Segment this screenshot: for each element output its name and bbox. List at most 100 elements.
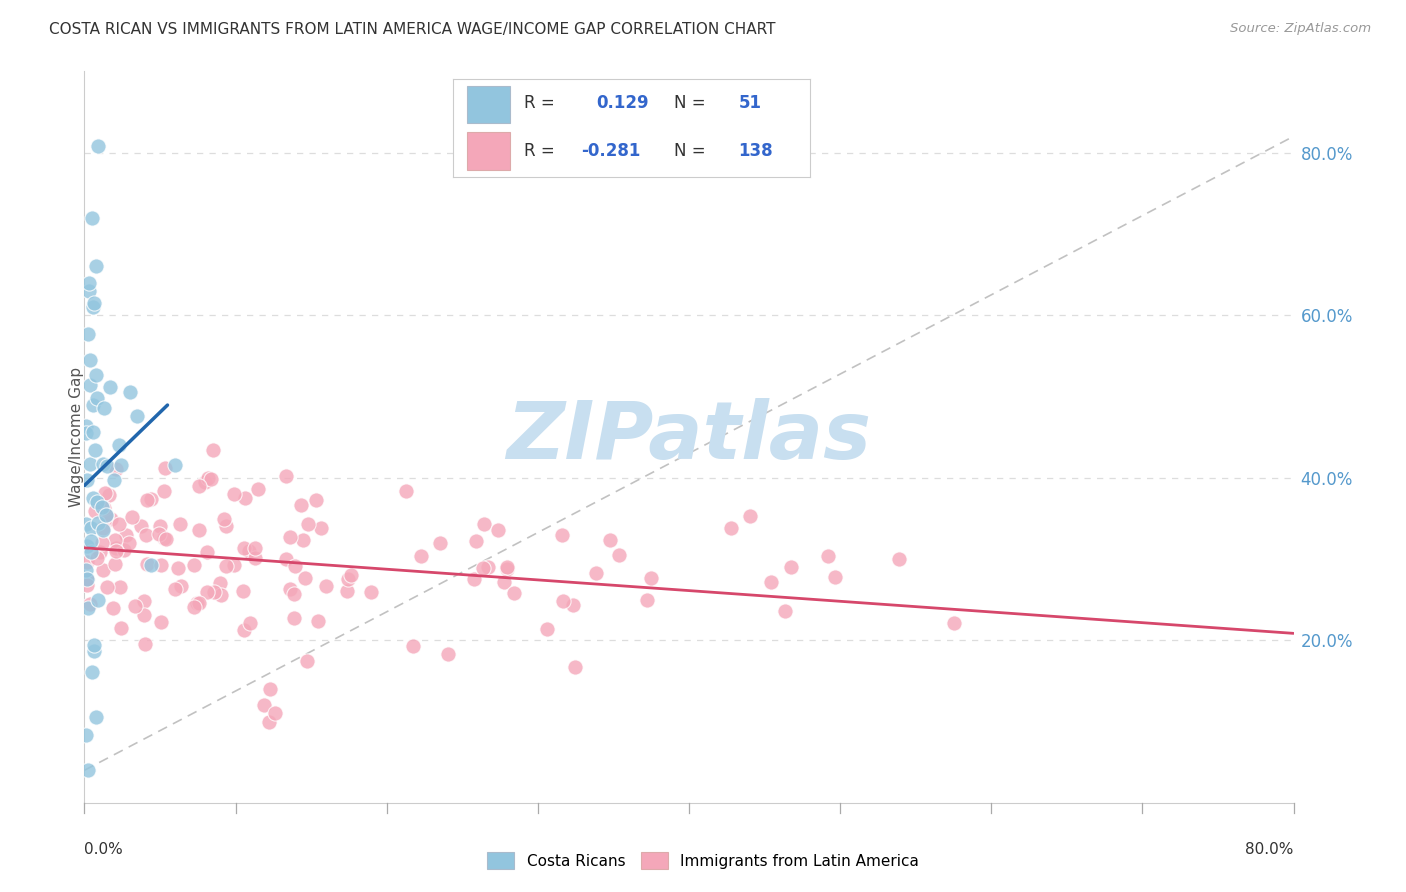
Point [79, 457, 101, 471]
Point [93, 501, 115, 516]
Point [188, 596, 211, 610]
Point [82, 398, 104, 412]
Point [110, 621, 132, 635]
Point [195, 545, 218, 559]
Point [599, 533, 621, 548]
Point [197, 471, 219, 485]
Point [96, 508, 118, 523]
Point [465, 533, 488, 548]
Point [134, 637, 156, 651]
Point [89, 545, 111, 559]
Point [336, 583, 359, 598]
Text: Source: ZipAtlas.com: Source: ZipAtlas.com [1230, 22, 1371, 36]
Point [101, 601, 124, 615]
Point [889, 551, 911, 566]
Point [165, 458, 187, 472]
Point [232, 584, 254, 599]
Point [200, 473, 222, 487]
Point [149, 558, 172, 572]
Text: 0.0%: 0.0% [84, 842, 124, 856]
Point [86, 495, 108, 509]
Point [84, 504, 107, 518]
Point [104, 533, 127, 548]
Point [187, 523, 209, 537]
Point [496, 562, 519, 576]
Point [76, 473, 98, 487]
Point [297, 517, 319, 532]
Point [239, 615, 262, 630]
Point [87, 516, 110, 531]
Point [118, 535, 141, 549]
Point [86, 551, 108, 566]
Point [91, 500, 114, 515]
Point [155, 461, 177, 475]
Point [139, 491, 162, 506]
Point [202, 585, 225, 599]
Point [93, 401, 115, 415]
Point [77, 601, 100, 615]
Point [274, 552, 297, 566]
Point [283, 611, 305, 625]
Point [411, 549, 433, 563]
Point [170, 579, 193, 593]
Point [201, 442, 224, 457]
Point [84, 710, 107, 724]
Point [152, 483, 174, 498]
Point [585, 566, 607, 581]
Point [103, 473, 125, 487]
Point [337, 572, 360, 586]
Point [91, 523, 114, 537]
Point [817, 549, 839, 563]
Point [104, 557, 127, 571]
Text: 80.0%: 80.0% [1246, 842, 1294, 856]
Point [183, 558, 205, 572]
Text: ZIPatlas: ZIPatlas [506, 398, 872, 476]
Point [80, 545, 103, 559]
Point [129, 518, 152, 533]
Point [124, 599, 146, 613]
Point [96, 580, 118, 594]
Point [429, 536, 451, 550]
Point [134, 593, 156, 607]
Point [720, 521, 742, 535]
Point [278, 530, 301, 544]
Point [96, 459, 118, 474]
Point [98, 380, 121, 394]
Point [246, 483, 269, 497]
Point [80, 521, 103, 535]
Point [87, 138, 110, 153]
Point [208, 576, 231, 591]
Point [278, 582, 301, 596]
Point [108, 581, 131, 595]
Point [121, 510, 143, 524]
Point [304, 492, 326, 507]
Point [496, 560, 519, 574]
Point [94, 508, 117, 523]
Point [561, 598, 583, 612]
Point [84, 442, 107, 457]
Y-axis label: Wage/Income Gap: Wage/Income Gap [69, 367, 83, 508]
Point [395, 484, 418, 499]
Point [477, 559, 499, 574]
Point [402, 639, 425, 653]
Point [91, 563, 114, 577]
Point [150, 615, 173, 629]
Point [83, 638, 105, 652]
Point [773, 604, 796, 618]
Point [209, 588, 232, 602]
Point [824, 570, 846, 584]
Point [474, 516, 496, 531]
Point [243, 541, 266, 555]
Point [360, 584, 382, 599]
Point [253, 698, 276, 713]
Point [259, 714, 281, 729]
Point [276, 468, 298, 483]
Point [82, 491, 104, 505]
Point [291, 533, 314, 548]
Point [108, 517, 131, 532]
Point [75, 419, 97, 434]
Point [83, 644, 105, 658]
Point [97, 488, 120, 502]
Point [75, 425, 97, 440]
Point [167, 560, 190, 574]
